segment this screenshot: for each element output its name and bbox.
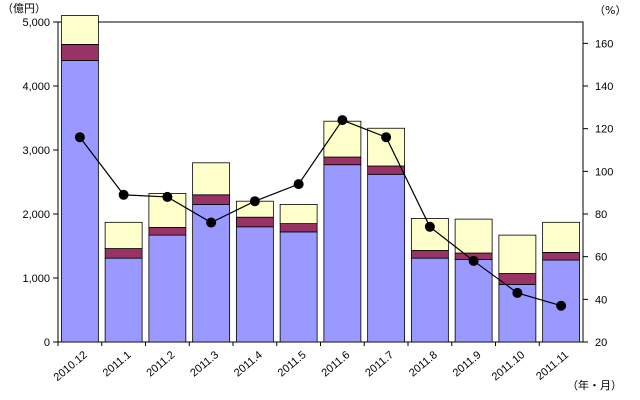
x-tick-label: 2011.1 bbox=[101, 349, 134, 379]
left-tick-label: 1,000 bbox=[22, 273, 50, 285]
right-axis: 20 40 60 80 100 120 140 160 bbox=[583, 38, 613, 349]
bar-segment-2 bbox=[323, 156, 362, 166]
x-tick-label: 2010.12 bbox=[52, 349, 90, 384]
bar-segment-1 bbox=[148, 234, 187, 343]
bar-segment-2 bbox=[410, 250, 449, 259]
line-point bbox=[424, 221, 435, 232]
x-tick-label: 2011.3 bbox=[188, 349, 221, 379]
bar-segment-1 bbox=[323, 164, 362, 343]
line-point bbox=[293, 179, 304, 190]
left-tick-label: 3,000 bbox=[22, 145, 50, 157]
bar-segment-1 bbox=[60, 60, 99, 343]
line-series bbox=[74, 115, 567, 311]
right-tick-label: 20 bbox=[595, 337, 607, 349]
bar-segment-3 bbox=[367, 127, 406, 167]
bar-segment-1 bbox=[454, 259, 493, 343]
left-tick-label: 0 bbox=[44, 337, 50, 349]
line-point bbox=[249, 196, 260, 207]
bar-segment-3 bbox=[542, 221, 581, 253]
line-point bbox=[381, 132, 392, 143]
bar-segment-3 bbox=[279, 203, 318, 224]
x-tick-label: 2011.11 bbox=[534, 349, 571, 383]
right-axis-unit: （%） bbox=[594, 4, 626, 17]
left-tick-label: 2,000 bbox=[22, 209, 50, 221]
bar-segment-1 bbox=[235, 226, 274, 343]
bar-segment-2 bbox=[542, 251, 581, 261]
bar-segment-1 bbox=[367, 173, 406, 343]
bar-segment-2 bbox=[104, 248, 143, 259]
line-path bbox=[79, 119, 562, 307]
right-tick-label: 80 bbox=[595, 209, 607, 221]
x-tick-label: 2011.5 bbox=[276, 349, 309, 379]
line-point bbox=[337, 115, 348, 126]
right-tick-label: 140 bbox=[595, 81, 613, 93]
bar-segment-2 bbox=[60, 44, 99, 61]
bar-segment-1 bbox=[410, 257, 449, 343]
x-tick-label: 2011.7 bbox=[363, 349, 396, 379]
left-tick-label: 4,000 bbox=[22, 81, 50, 93]
left-tick-label: 5,000 bbox=[22, 17, 50, 29]
right-tick-label: 60 bbox=[595, 252, 607, 264]
x-tick-label: 2011.6 bbox=[319, 349, 352, 379]
bar-segment-1 bbox=[104, 257, 143, 343]
bar-segment-3 bbox=[498, 234, 537, 274]
bar-segment-3 bbox=[454, 218, 493, 254]
line-point bbox=[512, 287, 523, 298]
x-tick-label: 2011.8 bbox=[407, 349, 440, 379]
line-point bbox=[206, 217, 217, 228]
left-axis: 0 1,000 2,000 3,000 4,000 5,000 bbox=[22, 17, 58, 349]
bar-segment-2 bbox=[235, 216, 274, 228]
bar-segment-3 bbox=[192, 162, 231, 196]
line-point bbox=[162, 191, 173, 202]
x-tick-label: 2011.4 bbox=[232, 349, 265, 379]
x-tick-label: 2011.10 bbox=[490, 349, 528, 383]
right-tick-label: 160 bbox=[595, 38, 613, 50]
x-tick-label: 2011.2 bbox=[144, 349, 177, 379]
bar-segment-1 bbox=[279, 231, 318, 343]
bar-segment-3 bbox=[104, 221, 143, 249]
bar-segment-2 bbox=[192, 194, 231, 205]
bar-segment-2 bbox=[367, 165, 406, 175]
bar-segment-2 bbox=[279, 223, 318, 233]
bar-segment-2 bbox=[148, 227, 187, 236]
bars bbox=[60, 15, 581, 343]
right-tick-label: 120 bbox=[595, 124, 613, 136]
line-point bbox=[468, 255, 479, 266]
line-point bbox=[556, 300, 567, 311]
x-axis: 2010.12 2011.1 2011.2 2011.3 2011.4 2011.5 201… bbox=[52, 342, 571, 384]
x-tick-label: 2011.9 bbox=[451, 349, 484, 379]
left-axis-unit: （億円） bbox=[2, 2, 46, 15]
right-tick-label: 40 bbox=[595, 294, 607, 306]
line-point bbox=[118, 189, 129, 200]
x-axis-unit: （年・月） bbox=[567, 378, 622, 392]
right-tick-label: 100 bbox=[595, 166, 613, 178]
bar-segment-3 bbox=[60, 15, 99, 45]
line-point bbox=[74, 132, 85, 143]
